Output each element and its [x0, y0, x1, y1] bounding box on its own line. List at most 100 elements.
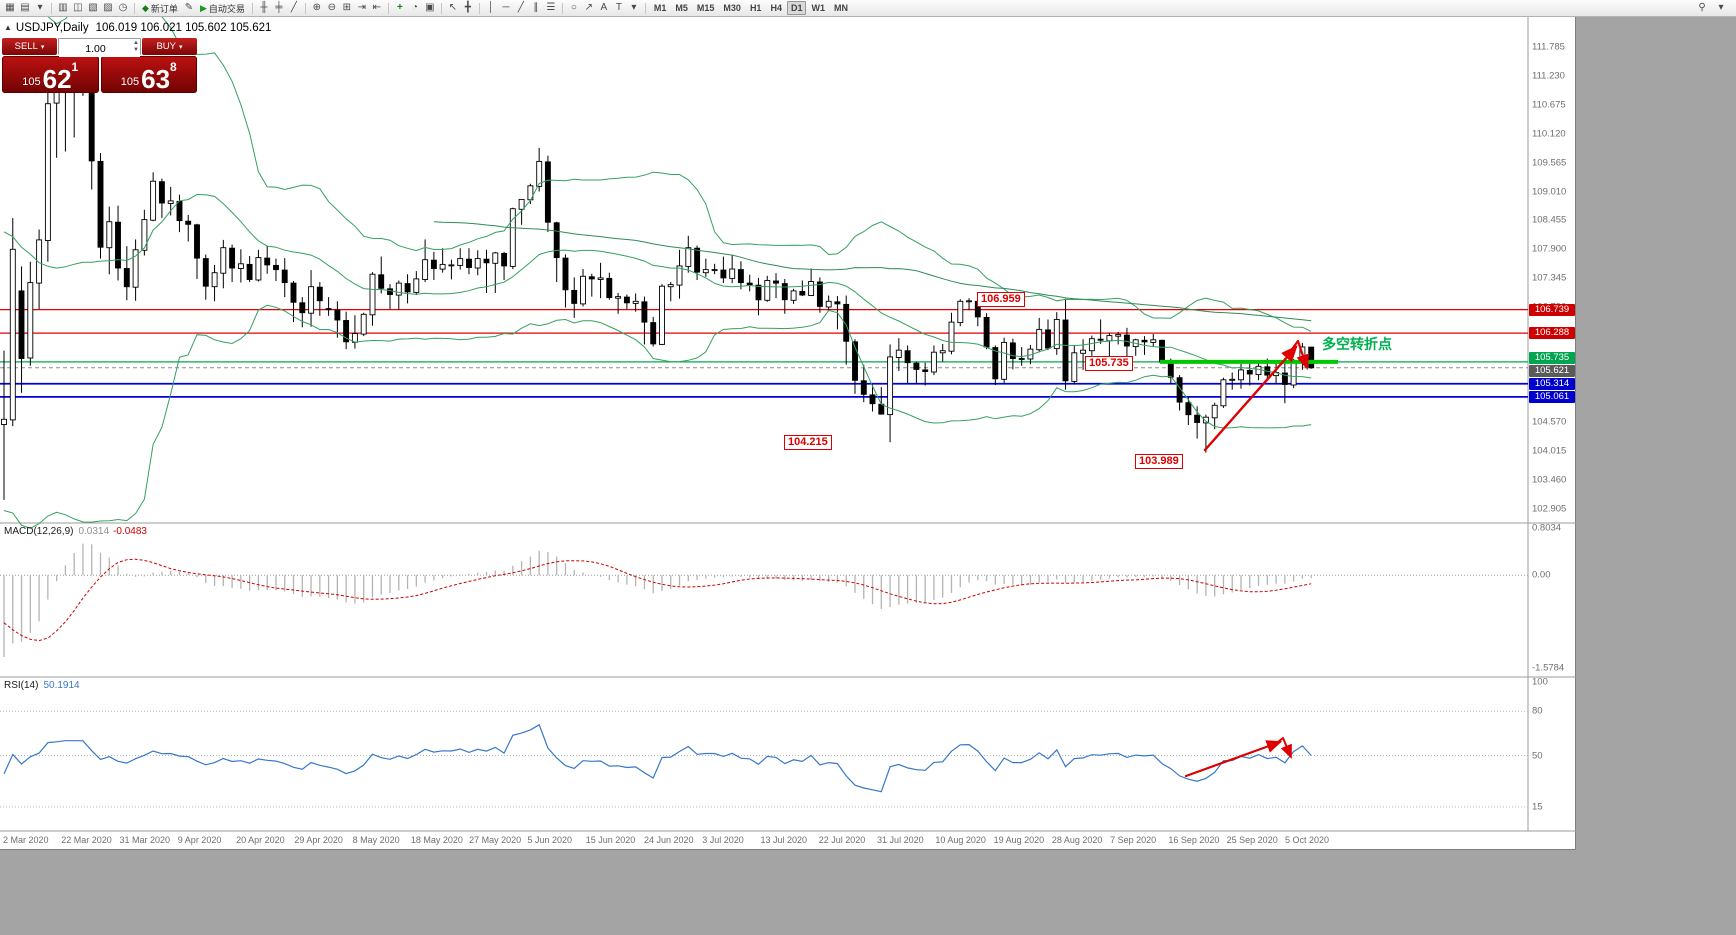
- autotrading-button-label: 自动交易: [208, 3, 245, 14]
- sell-price-pip: 1: [71, 60, 79, 74]
- strategy-tester-icon[interactable]: ◷: [118, 2, 128, 13]
- rsi-name: RSI(14): [4, 680, 39, 691]
- tools-dropdown-icon[interactable]: ▾: [631, 2, 637, 13]
- price-axis-tick: 103.460: [1532, 474, 1567, 486]
- timeframe-mn-button[interactable]: MN: [833, 3, 848, 13]
- date-label: 19 Aug 2020: [993, 835, 1045, 845]
- ohlc-values: 106.019 106.021 105.602 105.621: [95, 22, 272, 34]
- sell-tab-button[interactable]: SELL ▾: [2, 38, 57, 55]
- text-icon[interactable]: A: [600, 2, 608, 13]
- price-axis-tick: 110.675: [1532, 99, 1566, 111]
- candlestick-series[interactable]: [1, 51, 1315, 500]
- sell-price-button[interactable]: 105 62 1: [2, 56, 99, 93]
- indicators-icon[interactable]: +: [396, 2, 403, 13]
- zoom-in-icon[interactable]: ⊕: [312, 2, 322, 13]
- macd-main-value: 0.0314: [78, 526, 110, 537]
- autotrading-button[interactable]: ▶ 自动交易: [197, 2, 248, 15]
- search-icon[interactable]: ⚲: [1698, 2, 1706, 13]
- new-chart-icon[interactable]: ▦: [5, 2, 15, 13]
- auto-scroll-icon[interactable]: ⇥: [357, 2, 367, 13]
- horizontal-line-icon[interactable]: ─: [502, 2, 510, 13]
- profiles-icon[interactable]: ▤: [20, 2, 30, 13]
- symbol-ohlc-line: ▲ USDJPY,Daily 106.019 106.021 105.602 105…: [4, 22, 271, 34]
- drawn-objects[interactable]: [1160, 339, 1338, 778]
- price-tag-105.621: 105.621: [1529, 364, 1575, 377]
- price-axis-tick: 110.120: [1532, 128, 1566, 140]
- price-annotation-105.735[interactable]: 105.735: [1085, 356, 1133, 371]
- periods-icon[interactable]: ◔: [411, 2, 418, 13]
- timeframe-m1-button[interactable]: M1: [653, 3, 667, 13]
- bar-chart-icon[interactable]: ╫: [260, 2, 268, 13]
- timeframe-m15-button[interactable]: M15: [696, 3, 715, 13]
- pivot-point-annotation[interactable]: 多空转折点: [1322, 336, 1392, 352]
- new-order-button[interactable]: ◆ 新订单: [139, 2, 181, 15]
- macd-indicator-label: MACD(12,26,9) 0.0314 -0.0483: [4, 526, 147, 537]
- candlestick-chart-icon[interactable]: ╪: [275, 2, 283, 13]
- trendline-icon[interactable]: ╱: [517, 2, 524, 13]
- arrows-icon[interactable]: ↗: [584, 2, 594, 13]
- timeframe-w1-button[interactable]: W1: [811, 3, 825, 13]
- text-label-icon[interactable]: T: [615, 2, 622, 13]
- date-label: 10 Aug 2020: [935, 835, 986, 845]
- price-annotation-106.959[interactable]: 106.959: [977, 292, 1025, 307]
- date-label: 24 Jun 2020: [643, 835, 694, 845]
- navigator-icon[interactable]: ▧: [88, 2, 98, 13]
- timeframe-m30-button[interactable]: M30: [723, 3, 741, 13]
- date-label: 20 Apr 2020: [236, 835, 285, 845]
- profiles-dropdown-icon[interactable]: ▾: [37, 2, 43, 13]
- date-label: 8 May 2020: [352, 835, 400, 845]
- timeframe-d1-button[interactable]: D1: [786, 1, 807, 15]
- rsi-axis-label: 80: [1532, 705, 1543, 717]
- market-watch-icon[interactable]: ▥: [58, 2, 68, 13]
- chart-shift-icon[interactable]: ⇤: [372, 2, 382, 13]
- tile-windows-icon[interactable]: ⊞: [342, 2, 352, 13]
- buy-label: BUY: [156, 41, 177, 52]
- price-annotation-104.215[interactable]: 104.215: [784, 435, 832, 450]
- shapes-icon[interactable]: ○: [570, 2, 577, 13]
- channel-icon[interactable]: ∥: [533, 2, 539, 13]
- date-label: 5 Jun 2020: [527, 835, 572, 845]
- volume-input[interactable]: [59, 41, 140, 57]
- metaeditor-icon[interactable]: ✎: [184, 2, 194, 13]
- buy-tab-button[interactable]: BUY ▾: [142, 38, 197, 55]
- panel-separators: [0, 17, 1576, 832]
- price-axis-tick: 109.010: [1532, 186, 1567, 198]
- price-annotation-103.989[interactable]: 103.989: [1135, 454, 1183, 469]
- macd-signal-value: -0.0483: [113, 526, 147, 537]
- chart-window[interactable]: ▲ USDJPY,Daily 106.019 106.021 105.602 105…: [0, 17, 1576, 850]
- volume-up-icon[interactable]: ▲: [133, 40, 139, 46]
- line-chart-icon[interactable]: ╱: [290, 2, 297, 13]
- cursor-icon[interactable]: ↖: [448, 2, 458, 13]
- price-axis-tick: 107.900: [1532, 243, 1567, 255]
- fibonacci-icon[interactable]: ☰: [546, 2, 556, 13]
- one-click-trading-panel: SELL ▾ ▲ ▼ BUY ▾ 105 62 1 105 63 8: [2, 38, 197, 93]
- date-label: 28 Aug 2020: [1051, 835, 1103, 845]
- date-label: 29 Apr 2020: [294, 835, 343, 845]
- date-label: 2 Mar 2020: [3, 835, 49, 845]
- terminal-icon[interactable]: ▨: [103, 2, 113, 13]
- zoom-out-icon[interactable]: ⊖: [327, 2, 337, 13]
- templates-icon[interactable]: ▣: [425, 2, 435, 13]
- vertical-line-icon[interactable]: │: [487, 2, 494, 13]
- date-label: 22 Mar 2020: [61, 835, 112, 845]
- rsi-indicator-label: RSI(14) 50.1914: [4, 680, 80, 691]
- macd-axis-label: 0.8034: [1532, 522, 1562, 534]
- data-window-icon[interactable]: ◫: [73, 2, 83, 13]
- macd-panel: [0, 543, 1528, 657]
- timeframe-h1-button[interactable]: H1: [749, 3, 762, 13]
- toolbar-options-icon[interactable]: ▾: [1718, 2, 1724, 13]
- timeframe-m5-button[interactable]: M5: [675, 3, 688, 13]
- rsi-axis-label: 100: [1532, 676, 1548, 688]
- crosshair-icon[interactable]: ╋: [464, 2, 471, 13]
- date-label: 25 Sep 2020: [1226, 835, 1278, 845]
- date-label: 22 Jul 2020: [818, 835, 866, 845]
- new-order-icon: ◆: [142, 2, 149, 13]
- volume-down-icon[interactable]: ▼: [133, 47, 139, 53]
- horizontal-level-lines[interactable]: [0, 309, 1528, 398]
- timeframe-h4-button[interactable]: H4: [770, 3, 782, 13]
- rsi-axis-label: 50: [1532, 750, 1543, 761]
- oneclick-toggle-icon[interactable]: ▲: [4, 23, 12, 32]
- buy-price-button[interactable]: 105 63 8: [100, 56, 197, 93]
- date-label: 15 Jun 2020: [585, 835, 636, 845]
- chart-canvas[interactable]: [0, 17, 1576, 850]
